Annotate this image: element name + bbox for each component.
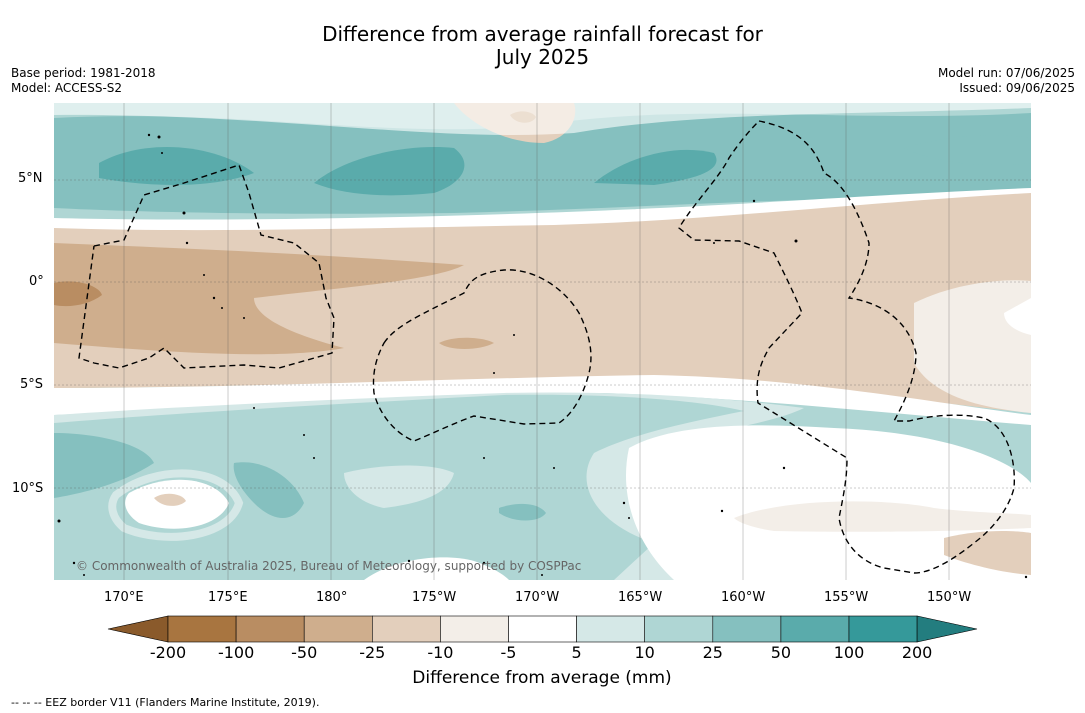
east-light-dry	[914, 280, 1031, 413]
lon-label: 155°W	[824, 590, 869, 605]
base-period: Base period: 1981-2018	[11, 66, 156, 80]
colorbar-segment	[235, 615, 305, 643]
white-strip-north	[54, 188, 1031, 233]
colorbar-tick-label: -25	[359, 643, 386, 662]
equatorial-dry-medium	[54, 243, 464, 355]
eez-legend-note: -- -- -- EEZ border V11 (Flanders Marine…	[11, 696, 320, 709]
lat-label: 5°S	[20, 377, 44, 392]
colorbar-segment	[508, 615, 577, 643]
colorbar-tick-label: 25	[702, 643, 723, 662]
graticule	[54, 103, 1031, 580]
colorbar-segment	[167, 615, 237, 643]
colorbar-tick-label: -10	[427, 643, 454, 662]
colorbar-title: Difference from average (mm)	[412, 668, 672, 688]
rainfall-map	[54, 103, 1031, 580]
issued-date: Issued: 09/06/2025	[959, 81, 1075, 95]
eez-borders	[78, 120, 1016, 574]
equatorial-dry-band	[54, 193, 1031, 413]
colorbar-extend-low	[107, 615, 169, 643]
south-small-wet	[499, 503, 546, 521]
model-run: Model run: 07/06/2025	[937, 66, 1075, 80]
north-wet-band	[54, 113, 1031, 214]
south-east-dry	[944, 530, 1031, 575]
colorbar-extend-high	[916, 615, 978, 643]
lon-label: 175°E	[208, 590, 248, 605]
title-line-1: Difference from average rainfall forecas…	[322, 22, 763, 46]
north-wet-core-mid	[314, 147, 465, 196]
colorbar-segment	[644, 615, 714, 643]
lat-label: 10°S	[12, 481, 44, 496]
equatorial-dry-core	[54, 281, 102, 307]
colorbar-segment	[303, 615, 373, 643]
colorbar-tick-label: -100	[217, 643, 255, 662]
colorbar-segment	[576, 615, 646, 643]
south-light-patch	[344, 465, 454, 508]
colorbar-tick-label: -200	[149, 643, 187, 662]
north-wet-core-east	[594, 149, 717, 185]
colorbar-segment	[780, 615, 850, 643]
title-line-2: July 2025	[495, 45, 590, 69]
lon-label: 175°W	[412, 590, 457, 605]
colorbar-segment	[440, 615, 509, 643]
colorbar-segment	[712, 615, 782, 643]
east-white-bump	[1004, 298, 1031, 335]
colorbar-tick-label: 100	[833, 643, 865, 662]
lon-label: 170°W	[515, 590, 560, 605]
colorbar-tick-label: 5	[571, 643, 582, 662]
south-east-light-dry	[734, 501, 1031, 532]
colorbar-tick-label: -5	[500, 643, 517, 662]
north-white-strip	[54, 103, 1031, 136]
white-strip-south	[54, 375, 1031, 425]
colorbar-tick-label: -50	[291, 643, 318, 662]
north-east-wet	[904, 135, 1031, 165]
south-west-wet	[54, 433, 154, 498]
colorbar-tick-label: 200	[901, 643, 933, 662]
lon-label: 160°W	[721, 590, 766, 605]
lon-label: 165°W	[618, 590, 663, 605]
model-name: Model: ACCESS-S2	[11, 81, 123, 95]
lat-label: 5°N	[18, 171, 43, 186]
colorbar-tick-label: 50	[770, 643, 792, 662]
south-mid-wet	[233, 462, 304, 518]
south-light-ring	[108, 469, 244, 541]
copyright-notice: © Commonwealth of Australia 2025, Bureau…	[76, 559, 582, 573]
colorbar-segment	[848, 615, 918, 643]
lon-label: 180°	[316, 590, 348, 605]
lon-label: 170°E	[104, 590, 144, 605]
colorbar-tick-label: 10	[634, 643, 655, 662]
colorbar	[107, 615, 978, 643]
south-dry-dot	[154, 493, 186, 506]
lat-label: 0°	[29, 274, 44, 289]
south-bottom-white	[364, 557, 509, 580]
lon-label: 150°W	[927, 590, 972, 605]
equatorial-dry-spot	[439, 337, 494, 349]
north-wet-core-west	[99, 146, 254, 185]
island-markers	[57, 133, 1028, 579]
colorbar-segment	[371, 615, 441, 643]
